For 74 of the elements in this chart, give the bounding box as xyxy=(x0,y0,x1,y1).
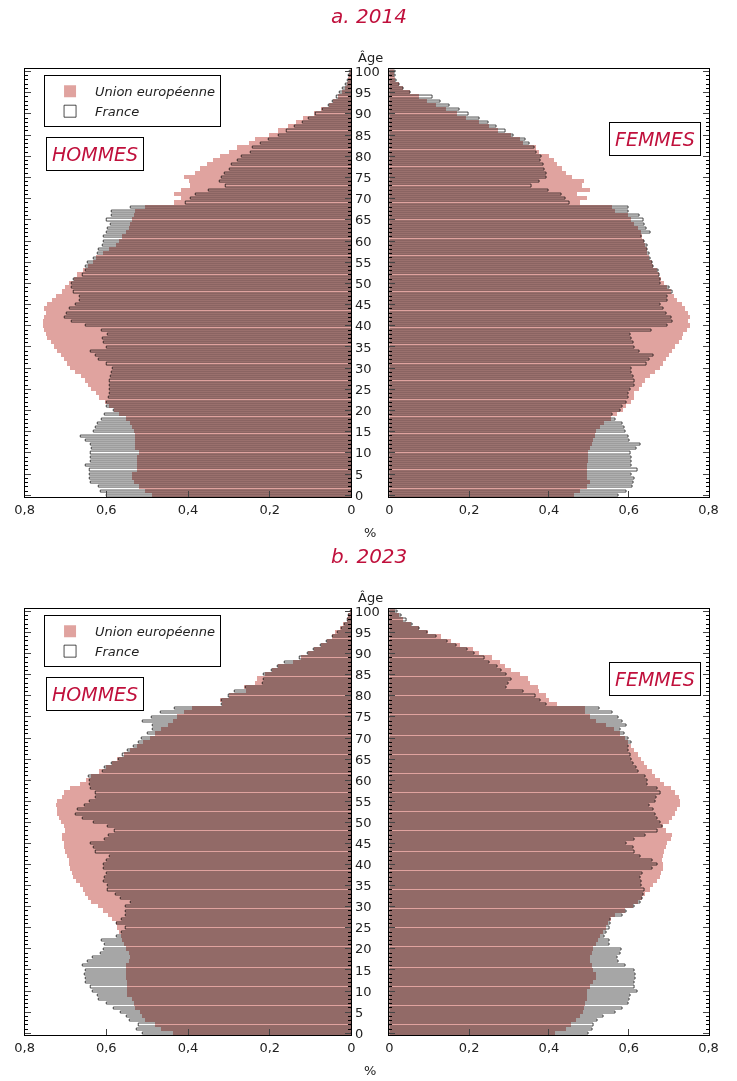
y-tick-label: 70 xyxy=(355,730,372,746)
y-tick-label: 45 xyxy=(355,297,372,313)
y-tick-label: 75 xyxy=(355,170,372,186)
y-tick-label: 30 xyxy=(355,899,372,915)
x-tick-label: 0,2 xyxy=(458,1039,480,1055)
y-tick-label: 0 xyxy=(355,487,364,503)
annotation: HOMMES xyxy=(52,143,139,165)
x-tick-label: 0,4 xyxy=(538,502,560,517)
x-tick-label: 0,2 xyxy=(259,1039,281,1055)
x-tick-label: 0,4 xyxy=(177,502,199,517)
chart-title: a. 2014 xyxy=(331,4,407,28)
annotation: FEMMES xyxy=(615,128,695,150)
legend-label: France xyxy=(95,104,140,120)
y-tick-label: 5 xyxy=(355,1004,364,1020)
x-tick-label: 0,2 xyxy=(458,502,480,517)
y-tick-label: 65 xyxy=(355,751,372,767)
y-axis-title: Âge xyxy=(358,590,384,605)
y-tick-label: 50 xyxy=(355,814,372,830)
y-tick-label: 100 xyxy=(355,64,380,80)
x-tick-label: 0 xyxy=(385,502,394,517)
y-tick-label: 95 xyxy=(355,625,372,641)
y-tick-label: 90 xyxy=(355,106,372,122)
y-tick-label: 35 xyxy=(355,878,372,894)
y-tick-label: 5 xyxy=(355,466,364,482)
x-tick-label: 0,8 xyxy=(698,502,719,517)
y-tick-label: 50 xyxy=(355,275,372,291)
y-tick-label: 75 xyxy=(355,709,372,725)
x-tick-label: 0,8 xyxy=(14,502,35,517)
y-tick-label: 30 xyxy=(355,360,372,376)
y-tick-label: 60 xyxy=(355,233,372,249)
annotation: FEMMES xyxy=(615,668,695,690)
y-tick-label: 85 xyxy=(355,667,372,683)
y-tick-label: 55 xyxy=(355,793,372,809)
x-tick-label: 0,6 xyxy=(95,502,117,517)
y-tick-label: 80 xyxy=(355,148,372,164)
x-axis-title: % xyxy=(364,1063,377,1078)
y-tick-label: 35 xyxy=(355,339,372,355)
y-tick-label: 70 xyxy=(355,191,372,207)
x-tick-label: 0 xyxy=(385,1039,394,1055)
y-tick-label: 55 xyxy=(355,254,372,270)
y-tick-label: 25 xyxy=(355,920,372,936)
legend-label: Union européenne xyxy=(95,84,215,100)
chart-title: b. 2023 xyxy=(331,544,408,568)
legend-label: France xyxy=(95,644,140,660)
y-tick-label: 10 xyxy=(355,445,372,461)
legend-label: Union européenne xyxy=(95,624,215,640)
y-tick-label: 60 xyxy=(355,772,372,788)
y-tick-label: 15 xyxy=(355,424,372,440)
y-tick-label: 95 xyxy=(355,85,372,101)
y-tick-label: 15 xyxy=(355,962,372,978)
y-tick-label: 100 xyxy=(355,604,380,620)
x-tick-label: 0,6 xyxy=(95,1039,117,1055)
y-tick-label: 40 xyxy=(355,857,372,873)
y-tick-label: 65 xyxy=(355,212,372,228)
x-tick-label: 0,4 xyxy=(538,1039,560,1055)
y-axis-title: Âge xyxy=(358,50,384,65)
y-tick-label: 40 xyxy=(355,318,372,334)
y-tick-label: 20 xyxy=(355,403,372,419)
y-tick-label: 85 xyxy=(355,127,372,143)
x-tick-label: 0,8 xyxy=(698,1039,719,1055)
x-axis-title: % xyxy=(364,525,377,540)
x-tick-label: 0,6 xyxy=(618,502,640,517)
y-tick-label: 90 xyxy=(355,646,372,662)
x-tick-label: 0,6 xyxy=(618,1039,640,1055)
y-tick-label: 80 xyxy=(355,688,372,704)
x-tick-label: 0,8 xyxy=(14,1039,35,1055)
y-tick-label: 0 xyxy=(355,1025,364,1041)
y-tick-label: 25 xyxy=(355,381,372,397)
x-tick-label: 0,2 xyxy=(259,502,281,517)
y-tick-label: 20 xyxy=(355,941,372,957)
annotation: HOMMES xyxy=(52,683,139,705)
x-tick-label: 0,4 xyxy=(177,1039,199,1055)
y-tick-label: 45 xyxy=(355,836,372,852)
y-tick-label: 10 xyxy=(355,983,372,999)
